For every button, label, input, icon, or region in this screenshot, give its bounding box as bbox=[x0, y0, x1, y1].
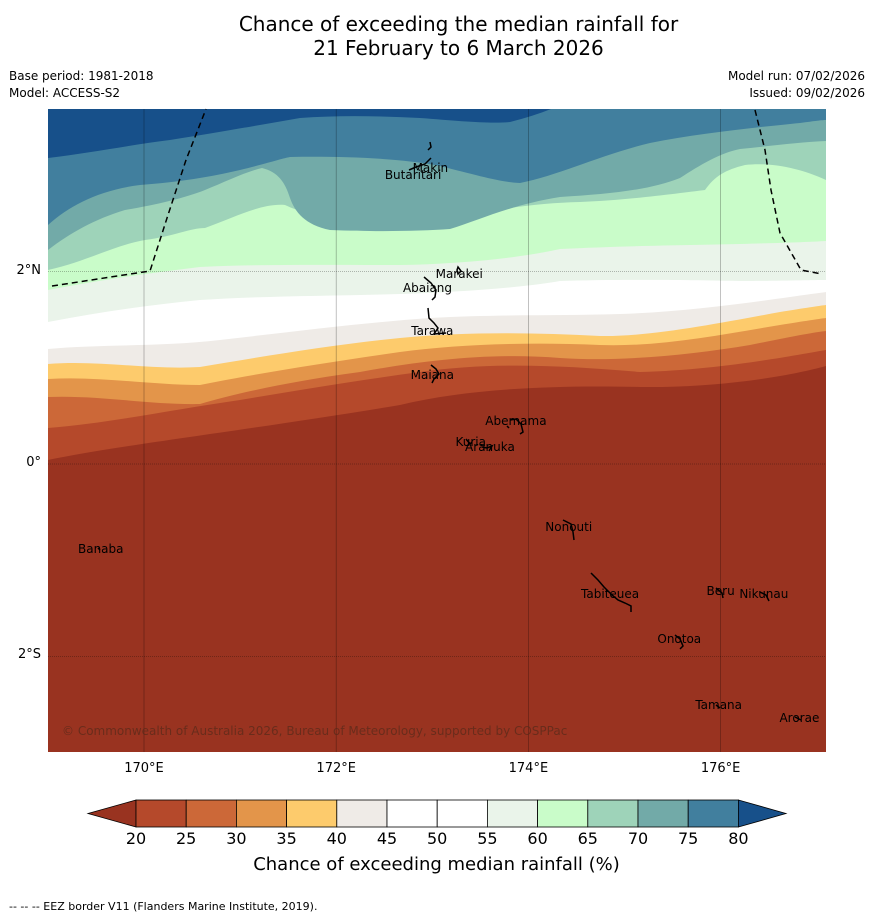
colorbar-tick-label: 20 bbox=[125, 829, 147, 848]
island-outlines bbox=[97, 141, 802, 721]
colorbar-bin bbox=[486, 799, 538, 828]
place-label-abemama: Abemama bbox=[485, 413, 547, 428]
colorbar-bin bbox=[436, 799, 488, 828]
place-label-makin: Makin bbox=[412, 160, 449, 175]
colorbar-bin bbox=[135, 799, 187, 828]
colorbar-tick-label: 65 bbox=[577, 829, 598, 848]
colorbar-tick-label: 80 bbox=[728, 829, 749, 848]
meta-right: Model run: 07/02/2026 Issued: 09/02/2026 bbox=[728, 68, 865, 102]
place-label-kuria: Kuria bbox=[455, 434, 486, 449]
island-onotoa bbox=[674, 634, 684, 650]
colorbar-tick-label: 55 bbox=[477, 829, 498, 848]
place-label-nikunau: Nikunau bbox=[739, 586, 789, 601]
island-beru bbox=[715, 587, 724, 599]
island-abemama bbox=[506, 418, 524, 435]
gridlines bbox=[48, 109, 826, 752]
colorbar-bin bbox=[537, 799, 589, 828]
place-label-marakei: Marakei bbox=[435, 266, 483, 281]
place-label-onotoa: Onotoa bbox=[657, 632, 702, 647]
colorbar-bin bbox=[587, 799, 639, 828]
place-label-aranuka: Aranuka bbox=[465, 439, 515, 454]
colorbar-title: Chance of exceeding median rainfall (%) bbox=[253, 854, 620, 875]
lat-tick-label: 2°N bbox=[16, 262, 42, 278]
colorbar-tick-label: 50 bbox=[427, 829, 448, 848]
rainfall-probability-field bbox=[48, 109, 826, 752]
eez-border-west bbox=[51, 108, 207, 287]
place-label-tarawa: Tarawa bbox=[411, 324, 454, 339]
eez-border-east bbox=[754, 109, 823, 275]
model-run: Model run: 07/02/2026 bbox=[727, 69, 865, 83]
colorbar-tick-label: 35 bbox=[276, 829, 297, 848]
lon-tick-label: 174°E bbox=[508, 761, 549, 776]
island-arorae bbox=[794, 716, 802, 721]
place-label-tamana: Tamana bbox=[695, 697, 743, 712]
place-label-butaritari: Butaritari bbox=[384, 168, 442, 183]
island-tamana bbox=[715, 704, 721, 709]
place-label-tabiteuea: Tabiteuea bbox=[581, 586, 640, 601]
colorbar-bin bbox=[386, 799, 438, 828]
colorbar-bin bbox=[637, 799, 689, 828]
island-nikunau bbox=[759, 591, 770, 602]
place-label-arorae: Arorae bbox=[779, 710, 820, 725]
band-75-80 bbox=[48, 109, 826, 225]
place-label-maiana: Maiana bbox=[410, 367, 454, 382]
colorbar-bin bbox=[185, 799, 237, 828]
colorbar-tick-label: 40 bbox=[326, 829, 347, 848]
island-marakei bbox=[456, 265, 462, 276]
island-butaritari bbox=[408, 157, 432, 171]
colorbar-bin bbox=[235, 799, 287, 828]
colorbar-tick-label: 70 bbox=[627, 829, 649, 848]
colorbar-bin bbox=[336, 799, 388, 828]
island-makin bbox=[427, 141, 432, 151]
meta-left: Base period: 1981-2018 Model: ACCESS-S2 bbox=[9, 68, 154, 102]
island-tarawa bbox=[427, 307, 447, 335]
colorbar bbox=[86, 799, 788, 828]
island-nonouti bbox=[562, 519, 575, 541]
place-label-abaiang: Abaiang bbox=[402, 280, 453, 295]
lon-tick-label: 172°E bbox=[316, 761, 356, 776]
colorbar-tick-label: 60 bbox=[527, 829, 548, 848]
lon-tick-label: 176°E bbox=[700, 761, 741, 776]
place-label-nonouti: Nonouti bbox=[545, 519, 593, 534]
place-label-banaba: Banaba bbox=[77, 541, 124, 556]
island-aranuka bbox=[481, 444, 494, 452]
eez-footnote: -- -- -- EEZ border V11 (Flanders Marine… bbox=[9, 900, 318, 913]
band-above-80 bbox=[48, 109, 551, 158]
island-abaiang bbox=[423, 276, 437, 301]
lat-tick-label: 0° bbox=[26, 455, 41, 470]
colorbar-tick-label: 30 bbox=[226, 829, 247, 848]
colorbar-tick-label: 75 bbox=[678, 829, 699, 848]
lon-tick-label: 170°E bbox=[124, 761, 164, 776]
issued-date: Issued: 09/02/2026 bbox=[749, 86, 865, 100]
island-banaba bbox=[97, 547, 101, 551]
colorbar-tick-label: 25 bbox=[176, 829, 197, 848]
model-name: Model: ACCESS-S2 bbox=[9, 86, 121, 100]
colorbar-extend-high bbox=[738, 799, 788, 828]
place-label-beru: Beru bbox=[706, 583, 735, 598]
island-tabiteuea bbox=[590, 572, 632, 612]
colorbar-bin bbox=[286, 799, 338, 828]
colorbar-tick-label: 45 bbox=[376, 829, 398, 848]
colorbar-extend-low bbox=[86, 799, 137, 828]
chart-title: Chance of exceeding the median rainfall … bbox=[0, 12, 873, 60]
island-maiana bbox=[430, 364, 440, 384]
base-period: Base period: 1981-2018 bbox=[9, 69, 154, 83]
island-kuria bbox=[465, 438, 473, 446]
lat-tick-label: 2°S bbox=[17, 647, 41, 663]
copyright-notice: © Commonwealth of Australia 2026, Bureau… bbox=[62, 724, 568, 738]
colorbar-bin bbox=[687, 799, 739, 828]
title-line-2: 21 February to 6 March 2026 bbox=[313, 36, 604, 60]
title-line-1: Chance of exceeding the median rainfall … bbox=[238, 12, 679, 36]
